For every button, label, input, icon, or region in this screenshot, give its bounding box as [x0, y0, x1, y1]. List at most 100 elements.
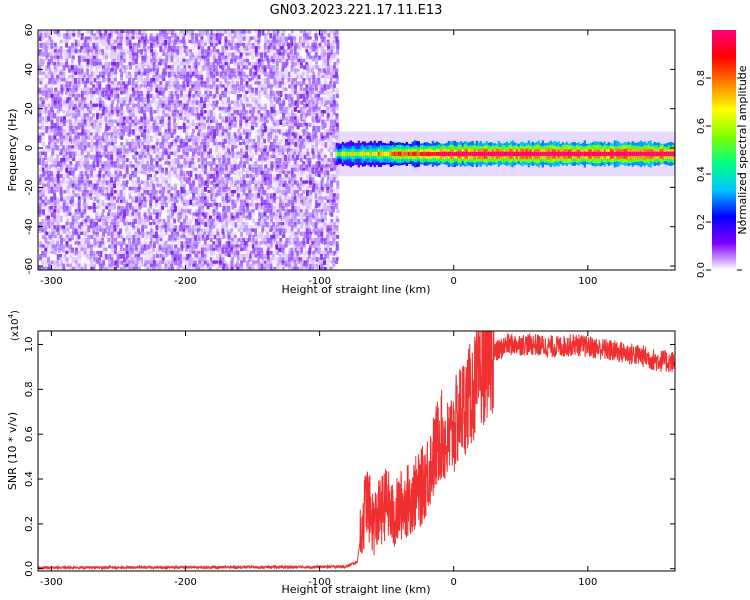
heatmap-cell — [264, 215, 267, 221]
heatmap-cell — [222, 129, 225, 136]
heatmap-cell — [90, 183, 93, 189]
heatmap-cell — [105, 84, 109, 89]
heatmap-cell — [317, 148, 321, 152]
heatmap-cell — [78, 164, 81, 169]
heatmap-cell — [177, 183, 180, 188]
heatmap-cell — [326, 202, 329, 209]
heatmap-cell — [300, 106, 304, 114]
heatmap-cell — [189, 190, 193, 194]
heatmap-cell — [59, 186, 63, 191]
heatmap-cell — [327, 103, 331, 110]
heatmap-cell — [54, 164, 57, 169]
heatmap-cell — [209, 202, 213, 207]
heatmap-cell — [221, 46, 225, 53]
heatmap-cell — [93, 49, 97, 55]
heatmap-cell — [98, 71, 102, 78]
heatmap-cell — [260, 126, 264, 132]
heatmap-cell — [264, 180, 268, 186]
heatmap-cell — [308, 36, 312, 41]
heatmap-cell — [128, 106, 132, 112]
heatmap-cell — [257, 94, 261, 99]
heatmap-cell — [125, 138, 129, 146]
heatmap-cell — [186, 62, 190, 69]
heatmap-cell — [47, 193, 51, 198]
heatmap-cell — [176, 94, 180, 99]
heatmap-cell — [215, 145, 219, 150]
heatmap-cell — [132, 90, 136, 97]
heatmap-cell — [293, 196, 297, 203]
heatmap-cell — [300, 71, 304, 78]
heatmap-cell — [330, 87, 334, 92]
heatmap-cell — [119, 164, 123, 170]
heatmap-cell — [54, 103, 58, 109]
heatmap-cell — [327, 196, 331, 202]
heatmap-cell — [201, 199, 205, 205]
heatmap-cell — [239, 126, 243, 131]
heatmap-cell — [180, 138, 184, 143]
heatmap-cell — [104, 174, 108, 179]
heatmap-cell — [297, 193, 301, 198]
heatmap-cell — [186, 164, 190, 169]
heatmap-cell — [222, 42, 225, 49]
heatmap-cell — [50, 42, 54, 49]
heatmap-cell — [296, 145, 300, 149]
heatmap-cell — [320, 87, 324, 94]
heatmap-cell — [80, 62, 84, 68]
heatmap-cell — [113, 148, 117, 153]
heatmap-cell — [206, 177, 210, 184]
heatmap-cell — [110, 110, 114, 116]
heatmap-cell — [98, 30, 102, 36]
heatmap-cell — [167, 161, 171, 166]
heatmap-cell — [251, 94, 255, 100]
heatmap-cell — [224, 90, 228, 98]
heatmap-cell — [107, 36, 111, 42]
heatmap-cell — [287, 218, 291, 224]
heatmap-cell — [117, 52, 120, 58]
heatmap-cell — [128, 39, 132, 45]
heatmap-cell — [224, 148, 228, 155]
heatmap-cell — [258, 62, 262, 67]
heatmap-cell — [242, 49, 246, 55]
heatmap-cell — [98, 87, 102, 91]
heatmap-cell — [101, 135, 105, 141]
heatmap-cell — [285, 132, 289, 137]
heatmap-cell — [285, 183, 288, 190]
heatmap-cell — [332, 122, 336, 127]
heatmap-cell — [92, 225, 96, 229]
heatmap-cell — [63, 103, 67, 111]
heatmap-cell — [308, 33, 312, 38]
heatmap-cell — [281, 122, 285, 127]
heatmap-cell — [171, 62, 175, 68]
heatmap-cell — [45, 218, 49, 224]
heatmap-cell — [269, 71, 273, 77]
heatmap-cell — [138, 126, 142, 132]
heatmap-cell — [71, 193, 75, 197]
heatmap-cell — [122, 148, 126, 154]
heatmap-cell — [332, 193, 336, 197]
heatmap-cell — [222, 183, 225, 190]
heatmap-cell — [272, 222, 276, 227]
heatmap-cell — [191, 119, 195, 124]
heatmap-cell — [306, 74, 309, 80]
heatmap-cell — [90, 145, 93, 152]
heatmap-cell — [191, 84, 195, 89]
heatmap-cell — [272, 42, 276, 49]
heatmap-cell — [110, 87, 114, 93]
heatmap-cell — [159, 222, 163, 228]
heatmap-cell — [201, 46, 205, 51]
heatmap-cell — [137, 177, 140, 184]
heatmap-cell — [62, 225, 66, 229]
heatmap-cell — [314, 129, 318, 133]
heatmap-cell — [117, 193, 121, 200]
heatmap-cell — [230, 68, 234, 73]
heatmap-cell — [207, 190, 211, 193]
heatmap-cell — [287, 138, 291, 145]
heatmap-cell — [212, 71, 216, 75]
heatmap-cell — [120, 113, 124, 120]
heatmap-cell — [62, 71, 66, 77]
heatmap-cell — [282, 97, 286, 104]
heatmap-cell — [186, 81, 190, 88]
heatmap-cell — [263, 84, 267, 91]
heatmap-cell — [171, 158, 175, 163]
heatmap-cell — [77, 81, 81, 88]
